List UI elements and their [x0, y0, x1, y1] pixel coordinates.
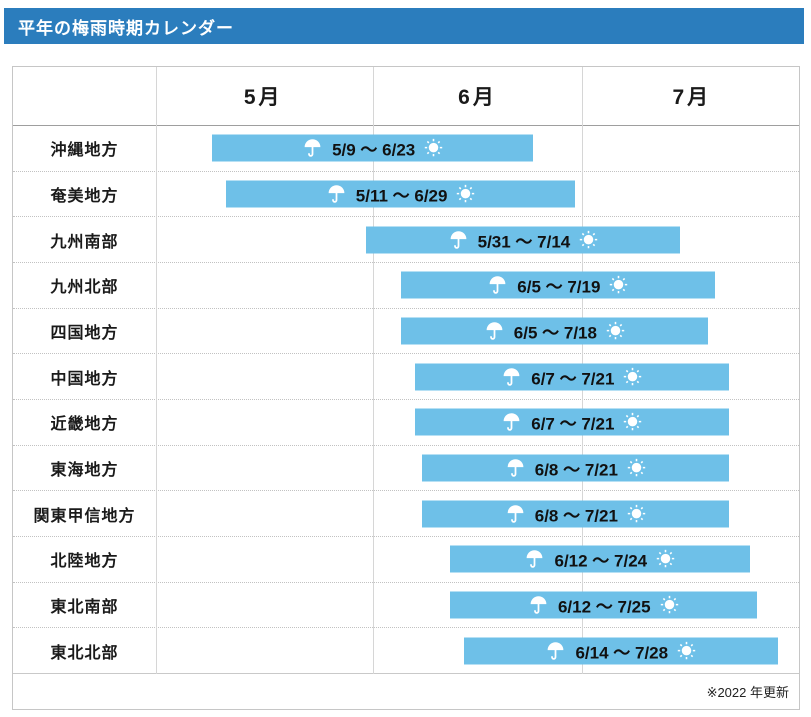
rainy-period-bar: 6/7 ～ 7/21: [414, 363, 730, 391]
timeline-cell: 6/12 ～ 7/24: [156, 537, 799, 582]
timeline-cell: 6/12 ～ 7/25: [156, 583, 799, 628]
sun-icon: [580, 230, 598, 248]
rainy-season-table: 5月 6月 7月 沖縄地方 5/9 ～ 6/23 奄美地方: [12, 66, 800, 710]
period-label: 6/12 ～ 7/25: [557, 597, 651, 617]
rainy-period-bar: 6/5 ～ 7/19: [400, 271, 716, 299]
sun-icon: [627, 458, 646, 477]
region-row: 近畿地方 6/7 ～ 7/21: [13, 399, 799, 445]
month-gridline: [156, 67, 157, 674]
period-label: 5/11 ～ 6/29: [355, 186, 448, 206]
umbrella-icon: [486, 322, 503, 340]
sun-icon: [656, 550, 675, 568]
region-row: 奄美地方 5/11 ～ 6/29: [13, 170, 799, 217]
period-label: 6/5 ～ 7/18: [513, 323, 597, 343]
umbrella-icon: [328, 185, 345, 203]
month-gridline: [372, 67, 374, 674]
period-label: 6/8 ～ 7/21: [534, 506, 618, 526]
rainy-period-bar: 6/8 ～ 7/21: [421, 454, 730, 482]
region-label: 関東甲信地方: [33, 507, 136, 525]
region-row: 東北北部 6/14 ～ 7/28: [13, 627, 799, 673]
region-row: 中国地方 6/7 ～ 7/21: [13, 353, 799, 399]
timeline-cell: 6/5 ～ 7/19: [156, 263, 799, 308]
timeline-cell: 6/7 ～ 7/21: [156, 354, 799, 399]
period-label: 6/12 ～ 7/24: [554, 551, 648, 571]
rainy-period-bar: 6/7 ～ 7/21: [414, 408, 730, 436]
region-label: 沖縄地方: [50, 142, 119, 160]
region-row: 北陸地方 6/12 ～ 7/24: [13, 536, 799, 582]
rainy-period-bar: 6/12 ～ 7/24: [449, 545, 751, 573]
region-row: 九州南部 5/31 ～ 7/14: [13, 216, 799, 262]
rainy-period-bar: 6/14 ～ 7/28: [463, 637, 779, 665]
period-label: 6/7 ～ 7/21: [531, 414, 615, 434]
timeline-cell: 6/8 ～ 7/21: [156, 446, 799, 491]
umbrella-icon: [450, 230, 466, 249]
rainy-period-bar: 6/8 ～ 7/21: [421, 500, 730, 528]
sun-icon: [677, 641, 696, 659]
region-label: 九州北部: [50, 279, 119, 297]
timeline-cell: 6/14 ～ 7/28: [156, 628, 799, 673]
region-row: 東北南部 6/12 ～ 7/25: [13, 581, 799, 628]
region-row: 関東甲信地方 6/8 ～ 7/21: [13, 490, 799, 536]
region-row: 四国地方 6/5 ～ 7/18: [13, 307, 799, 354]
sun-icon: [606, 321, 625, 340]
region-label: 四国地方: [50, 325, 119, 343]
region-label: 九州南部: [50, 233, 119, 251]
region-label: 東海地方: [50, 462, 119, 480]
rainy-period-bar: 5/11 ～ 6/29: [225, 180, 576, 208]
timeline-cell: 6/5 ～ 7/18: [156, 309, 799, 354]
rainy-period-bar: 5/9 ～ 6/23: [211, 134, 534, 162]
month-header-row: 5月 6月 7月: [13, 67, 799, 126]
umbrella-icon: [507, 504, 524, 523]
umbrella-icon: [527, 550, 543, 569]
region-row: 沖縄地方 5/9 ～ 6/23: [13, 126, 799, 171]
umbrella-icon: [548, 641, 564, 660]
region-row: 九州北部 6/5 ～ 7/19: [13, 262, 799, 308]
region-label: 北陸地方: [50, 553, 119, 571]
umbrella-icon: [489, 276, 506, 295]
page-title: 平年の梅雨時期カレンダー: [18, 18, 234, 38]
umbrella-icon: [507, 459, 524, 477]
period-label: 6/14 ～ 7/28: [575, 643, 669, 663]
umbrella-icon: [304, 139, 321, 158]
region-label: 近畿地方: [50, 416, 119, 434]
sun-icon: [624, 413, 642, 431]
update-note: ※2022 年更新: [706, 685, 789, 700]
sun-icon: [425, 139, 443, 157]
region-label: 東北南部: [50, 599, 119, 617]
rainy-period-bar: 5/31 ～ 7/14: [365, 226, 681, 254]
page-title-bar: 平年の梅雨時期カレンダー: [4, 8, 804, 44]
month-header-june: 6月: [458, 86, 497, 109]
region-rows: 沖縄地方 5/9 ～ 6/23 奄美地方 5/11 ～ 6/29: [13, 126, 799, 673]
sun-icon: [627, 504, 646, 522]
sun-icon: [610, 276, 628, 294]
umbrella-icon: [503, 367, 520, 386]
period-label: 5/9 ～ 6/23: [332, 140, 416, 160]
sun-icon: [457, 184, 475, 203]
sun-icon: [624, 367, 642, 385]
rainy-period-bar: 6/5 ～ 7/18: [400, 317, 709, 345]
period-label: 6/8 ～ 7/21: [534, 460, 618, 480]
rainy-period-bar: 6/12 ～ 7/25: [449, 591, 758, 619]
region-label: 奄美地方: [50, 188, 119, 205]
timeline-cell: 6/7 ～ 7/21: [156, 400, 799, 445]
region-label: 東北北部: [50, 644, 119, 662]
umbrella-icon: [530, 596, 547, 614]
month-header-may: 5月: [243, 86, 283, 109]
umbrella-icon: [503, 413, 520, 432]
timeline-cell: 5/9 ～ 6/23: [156, 126, 799, 171]
timeline-cell: 5/11 ～ 6/29: [156, 172, 799, 217]
footer-row: ※2022 年更新: [13, 673, 799, 709]
period-label: 6/7 ～ 7/21: [531, 369, 615, 389]
timeline-cell: 5/31 ～ 7/14: [156, 217, 799, 262]
timeline-cell: 6/8 ～ 7/21: [156, 491, 799, 536]
region-label: 中国地方: [50, 370, 119, 388]
region-row: 東海地方 6/8 ～ 7/21: [13, 444, 799, 491]
month-header-july: 7月: [672, 86, 712, 109]
sun-icon: [660, 595, 678, 614]
period-label: 5/31 ～ 7/14: [477, 232, 571, 252]
period-label: 6/5 ～ 7/19: [517, 277, 601, 297]
